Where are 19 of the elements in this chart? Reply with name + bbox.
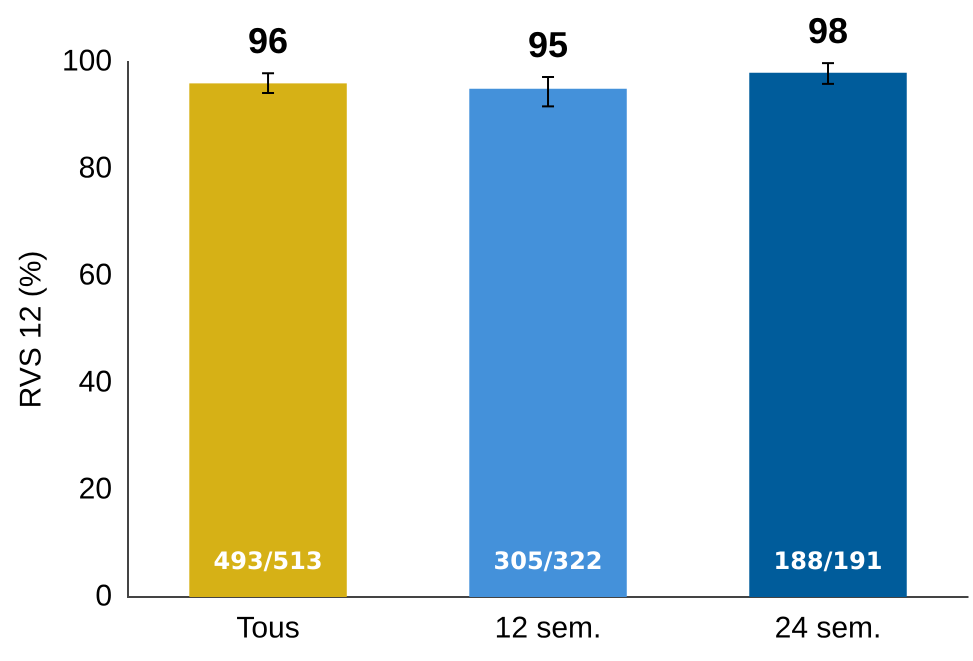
- data-label: 98: [808, 10, 848, 51]
- annotation: 188/191: [774, 547, 882, 576]
- y-tick-label: 0: [95, 579, 112, 612]
- x-tick-label: 24 sem.: [774, 611, 882, 644]
- annotation: 305/322: [494, 547, 603, 576]
- y-tick-label: 80: [78, 151, 112, 184]
- x-tick-label: 12 sem.: [494, 611, 602, 644]
- x-tick-label: Tous: [236, 611, 300, 644]
- data-label: 95: [528, 24, 568, 65]
- y-tick-label: 40: [78, 365, 112, 398]
- bar: [469, 88, 627, 597]
- bar: [749, 72, 907, 597]
- y-tick-label: 60: [78, 258, 112, 292]
- y-axis-title: RVS 12 (%): [14, 250, 48, 408]
- y-tick-label: 100: [62, 44, 112, 78]
- annotation: 493/513: [214, 547, 323, 576]
- data-label: 96: [248, 20, 288, 62]
- y-tick-label: 20: [78, 472, 112, 506]
- bar: [189, 83, 347, 597]
